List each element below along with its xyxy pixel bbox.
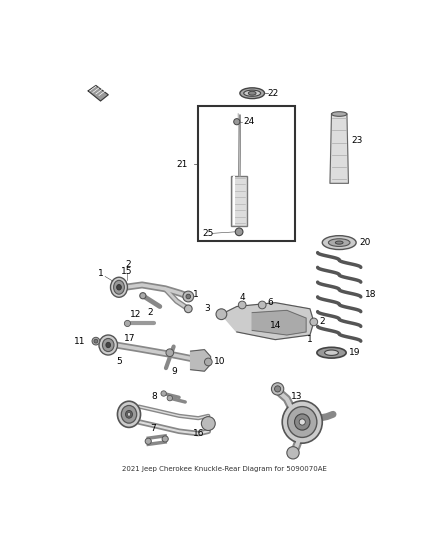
Text: 16: 16	[193, 429, 204, 438]
Circle shape	[258, 301, 266, 309]
Ellipse shape	[325, 350, 339, 356]
Ellipse shape	[99, 335, 117, 355]
Text: 10: 10	[214, 358, 225, 367]
Text: 23: 23	[352, 136, 363, 146]
Ellipse shape	[332, 112, 347, 116]
Circle shape	[124, 320, 131, 327]
Circle shape	[272, 383, 284, 395]
Text: 11: 11	[74, 337, 85, 346]
Ellipse shape	[244, 90, 261, 96]
Circle shape	[140, 293, 146, 299]
Ellipse shape	[288, 407, 317, 438]
Text: 4: 4	[240, 293, 245, 302]
Text: 22: 22	[268, 88, 279, 98]
Text: 5: 5	[116, 358, 122, 367]
Circle shape	[234, 119, 240, 125]
Text: 25: 25	[202, 229, 213, 238]
Circle shape	[275, 386, 281, 392]
Ellipse shape	[317, 348, 346, 358]
Ellipse shape	[121, 406, 137, 423]
Circle shape	[92, 337, 100, 345]
Ellipse shape	[322, 236, 356, 249]
Text: 20: 20	[359, 238, 371, 247]
Text: 24: 24	[243, 117, 254, 126]
Ellipse shape	[328, 239, 350, 246]
Text: 19: 19	[349, 348, 361, 357]
Circle shape	[183, 291, 194, 302]
Circle shape	[167, 395, 173, 401]
Circle shape	[161, 391, 166, 396]
Bar	[198, 106, 294, 241]
Circle shape	[166, 349, 173, 357]
Ellipse shape	[106, 342, 110, 348]
Text: 15: 15	[120, 268, 132, 276]
Ellipse shape	[102, 338, 114, 352]
Ellipse shape	[240, 88, 265, 99]
Circle shape	[205, 358, 212, 366]
Ellipse shape	[110, 277, 127, 297]
Text: 8: 8	[152, 392, 158, 401]
Text: 2: 2	[148, 308, 153, 317]
Text: 3: 3	[204, 304, 210, 313]
Ellipse shape	[248, 91, 256, 95]
Text: 2: 2	[319, 318, 325, 326]
Ellipse shape	[113, 280, 124, 294]
Circle shape	[310, 318, 318, 326]
Polygon shape	[221, 303, 314, 340]
Circle shape	[184, 305, 192, 313]
Circle shape	[186, 294, 191, 299]
Text: 18: 18	[364, 290, 376, 300]
Circle shape	[94, 339, 98, 343]
Ellipse shape	[294, 414, 310, 430]
Polygon shape	[330, 114, 349, 183]
Text: 21: 21	[177, 159, 188, 168]
Ellipse shape	[282, 401, 322, 443]
Circle shape	[162, 436, 168, 442]
Polygon shape	[88, 85, 108, 101]
Ellipse shape	[117, 285, 121, 290]
Ellipse shape	[336, 241, 343, 244]
Ellipse shape	[126, 410, 132, 418]
Text: 7: 7	[150, 424, 156, 433]
Text: 1: 1	[98, 269, 103, 278]
Text: 1: 1	[193, 290, 199, 300]
Ellipse shape	[299, 419, 305, 425]
Polygon shape	[252, 310, 306, 335]
Text: 6: 6	[268, 298, 273, 307]
Text: 12: 12	[130, 310, 141, 319]
Text: 2: 2	[125, 260, 131, 269]
Text: 14: 14	[270, 321, 281, 330]
Text: 9: 9	[171, 367, 177, 376]
Bar	[231, 175, 247, 225]
Circle shape	[287, 447, 299, 459]
Polygon shape	[191, 350, 211, 371]
Text: 13: 13	[291, 392, 302, 401]
Ellipse shape	[127, 413, 131, 416]
Circle shape	[238, 301, 246, 309]
Text: 1: 1	[307, 335, 313, 344]
Ellipse shape	[117, 401, 141, 427]
Text: 17: 17	[124, 334, 135, 343]
Ellipse shape	[201, 417, 215, 431]
Text: 2021 Jeep Cherokee Knuckle-Rear Diagram for 5090070AE: 2021 Jeep Cherokee Knuckle-Rear Diagram …	[122, 466, 327, 472]
Circle shape	[216, 309, 227, 320]
Circle shape	[145, 438, 151, 445]
Circle shape	[235, 228, 243, 236]
